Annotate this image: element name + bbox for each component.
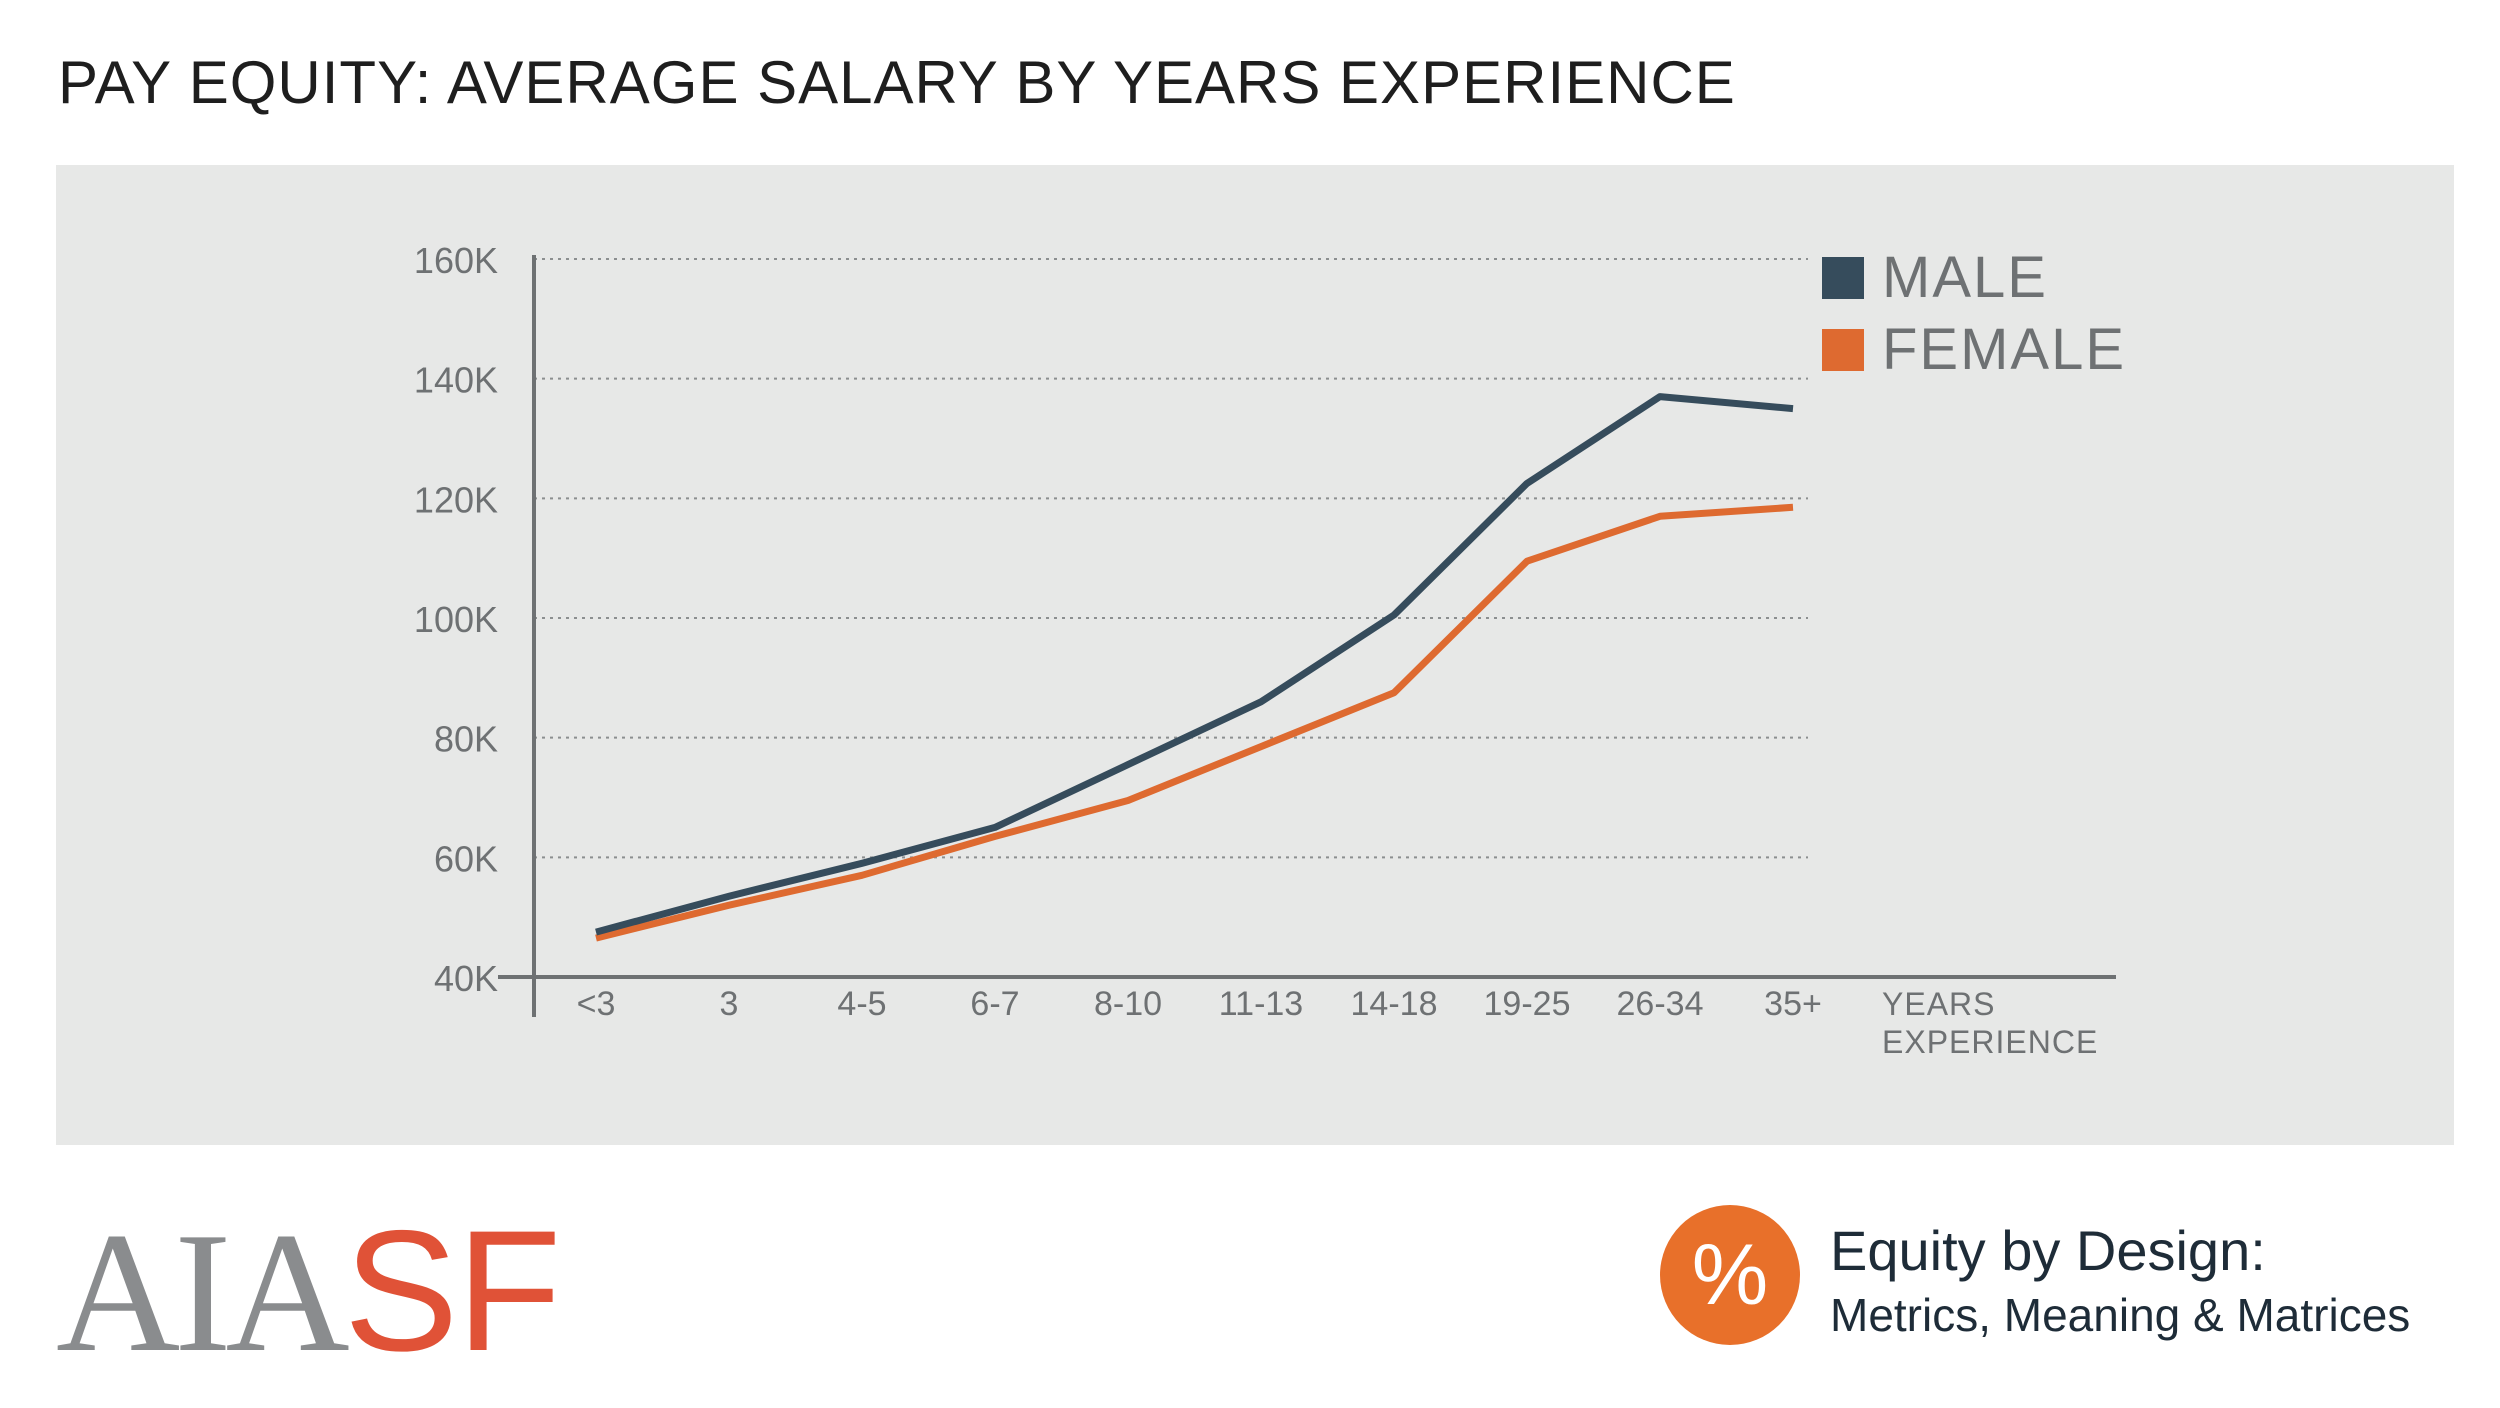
y-tick-label: 140K: [414, 360, 498, 401]
x-tick-label: 26-34: [1617, 985, 1704, 1023]
y-tick-label: 100K: [414, 599, 498, 640]
chart-panel: 40K 60K 80K 100K 120K 140K 160K <3 3 4-5 6-7 8-10 11…: [56, 165, 2454, 1145]
y-tick-label: 60K: [434, 838, 498, 879]
aiasf-logo: AIASF: [56, 1205, 561, 1379]
x-axis-label: YEARS: [1882, 986, 1995, 1022]
x-axis-label: EXPERIENCE: [1882, 1024, 2098, 1060]
x-tick-label: <3: [577, 985, 616, 1023]
y-tick-label: 80K: [434, 719, 498, 760]
x-tick-label: 11-13: [1219, 985, 1303, 1023]
legend-swatch-female: [1822, 329, 1864, 371]
page-title: PAY EQUITY: AVERAGE SALARY BY YEARS EXPE…: [58, 49, 1736, 116]
legend-swatch-male: [1822, 257, 1864, 299]
equity-title: Equity by Design:: [1830, 1219, 2266, 1282]
series-line-female: [595, 503, 1794, 942]
x-tick-label: 6-7: [970, 985, 1019, 1023]
y-tick-label: 120K: [414, 479, 498, 520]
legend-label-male: MALE: [1882, 245, 2048, 310]
x-tick-label: 14-18: [1351, 985, 1438, 1023]
x-tick-label: 19-25: [1484, 985, 1571, 1023]
x-tick-label: 3: [720, 985, 739, 1023]
x-tick-label: 4-5: [837, 985, 886, 1023]
equity-subtitle: Metrics, Meaning & Matrices: [1830, 1289, 2411, 1341]
y-tick-label: 160K: [414, 240, 498, 281]
x-tick-label: 8-10: [1094, 985, 1162, 1023]
logo-aia-text: AIA: [56, 1198, 350, 1388]
series-line-male: [595, 393, 1794, 936]
logo-sf-text: SF: [343, 1195, 562, 1387]
percent-badge-icon: %: [1660, 1205, 1800, 1345]
y-tick-label: 40K: [434, 958, 498, 999]
salary-line-chart: 40K 60K 80K 100K 120K 140K 160K <3 3 4-5 6-7 8-10 11…: [414, 240, 2126, 1060]
x-tick-label: 35+: [1764, 985, 1822, 1023]
legend-label-female: FEMALE: [1882, 317, 2126, 382]
